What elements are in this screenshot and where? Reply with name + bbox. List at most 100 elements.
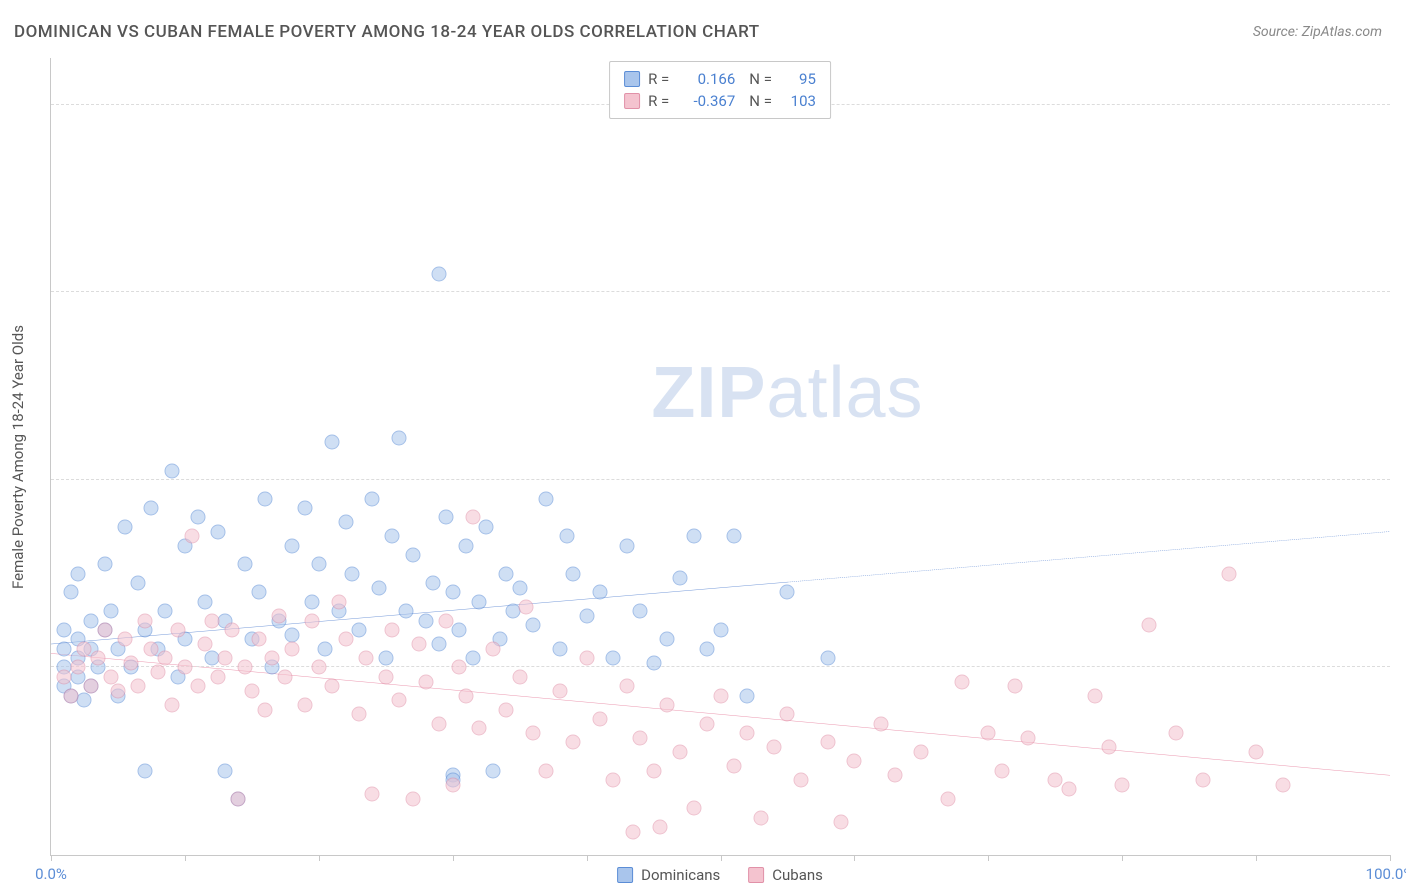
data-point: [211, 669, 226, 684]
source-link[interactable]: ZipAtlas.com: [1302, 24, 1382, 40]
data-point: [57, 641, 72, 656]
data-point: [914, 744, 929, 759]
data-point: [592, 712, 607, 727]
data-point: [834, 815, 849, 830]
data-point: [338, 515, 353, 530]
data-point: [780, 585, 795, 600]
data-point: [305, 594, 320, 609]
data-point: [70, 566, 85, 581]
data-point: [954, 674, 969, 689]
data-point: [157, 651, 172, 666]
y-axis-label: Female Poverty Among 18-24 Year Olds: [9, 325, 27, 589]
data-point: [793, 773, 808, 788]
data-point: [144, 641, 159, 656]
data-point: [1195, 773, 1210, 788]
data-point: [238, 557, 253, 572]
data-point: [90, 651, 105, 666]
gridline: [51, 479, 1390, 480]
data-point: [713, 688, 728, 703]
data-point: [171, 622, 186, 637]
data-point: [439, 510, 454, 525]
data-point: [298, 501, 313, 516]
legend-n-value: 103: [780, 92, 816, 110]
chart-title: DOMINICAN VS CUBAN FEMALE POVERTY AMONG …: [14, 22, 760, 42]
data-point: [445, 585, 460, 600]
data-point: [994, 763, 1009, 778]
trend-lines-layer: [51, 58, 1390, 855]
data-point: [452, 660, 467, 675]
data-point: [847, 754, 862, 769]
data-point: [820, 651, 835, 666]
data-point: [539, 763, 554, 778]
data-point: [191, 679, 206, 694]
data-point: [439, 613, 454, 628]
data-point: [131, 576, 146, 591]
legend-swatch: [624, 93, 640, 109]
data-point: [539, 491, 554, 506]
data-point: [365, 491, 380, 506]
x-tick: [1256, 855, 1257, 861]
data-point: [472, 594, 487, 609]
data-point: [97, 557, 112, 572]
data-point: [592, 585, 607, 600]
data-point: [767, 740, 782, 755]
data-point: [619, 538, 634, 553]
data-point: [137, 613, 152, 628]
data-point: [104, 669, 119, 684]
legend-n-label: N =: [749, 92, 772, 110]
data-point: [646, 763, 661, 778]
data-point: [780, 707, 795, 722]
x-tick: [721, 855, 722, 861]
data-point: [633, 730, 648, 745]
data-point: [345, 566, 360, 581]
data-point: [526, 726, 541, 741]
x-tick: [988, 855, 989, 861]
trend-line: [787, 532, 1390, 583]
data-point: [659, 697, 674, 712]
data-point: [726, 529, 741, 544]
source-attribution: Source: ZipAtlas.com: [1253, 24, 1382, 40]
data-point: [465, 510, 480, 525]
data-point: [485, 763, 500, 778]
data-point: [472, 721, 487, 736]
data-point: [1275, 777, 1290, 792]
data-point: [151, 665, 166, 680]
data-point: [271, 608, 286, 623]
data-point: [686, 529, 701, 544]
data-point: [57, 622, 72, 637]
data-point: [244, 683, 259, 698]
x-tick: [1122, 855, 1123, 861]
data-point: [1061, 782, 1076, 797]
x-tick: [453, 855, 454, 861]
y-tick-label: 20.0%: [1396, 640, 1406, 658]
data-point: [224, 622, 239, 637]
data-point: [412, 637, 427, 652]
data-point: [673, 571, 688, 586]
data-point: [385, 529, 400, 544]
data-point: [432, 716, 447, 731]
y-tick-label: 80.0%: [1396, 78, 1406, 96]
data-point: [512, 580, 527, 595]
data-point: [258, 491, 273, 506]
data-point: [378, 651, 393, 666]
data-point: [566, 566, 581, 581]
data-point: [385, 622, 400, 637]
data-point: [673, 744, 688, 759]
data-point: [405, 547, 420, 562]
data-point: [251, 632, 266, 647]
data-point: [104, 604, 119, 619]
legend-r-label: R =: [648, 92, 669, 110]
data-point: [526, 618, 541, 633]
data-point: [499, 702, 514, 717]
trend-line: [51, 653, 1390, 775]
data-point: [218, 651, 233, 666]
legend-stat-row: R =-0.367N =103: [624, 90, 816, 112]
data-point: [566, 735, 581, 750]
data-point: [197, 637, 212, 652]
scatter-plot: ZIPatlas 20.0%40.0%60.0%80.0%0.0%100.0%: [50, 58, 1390, 856]
data-point: [626, 824, 641, 839]
data-point: [258, 702, 273, 717]
data-point: [445, 777, 460, 792]
data-point: [331, 594, 346, 609]
data-point: [700, 641, 715, 656]
